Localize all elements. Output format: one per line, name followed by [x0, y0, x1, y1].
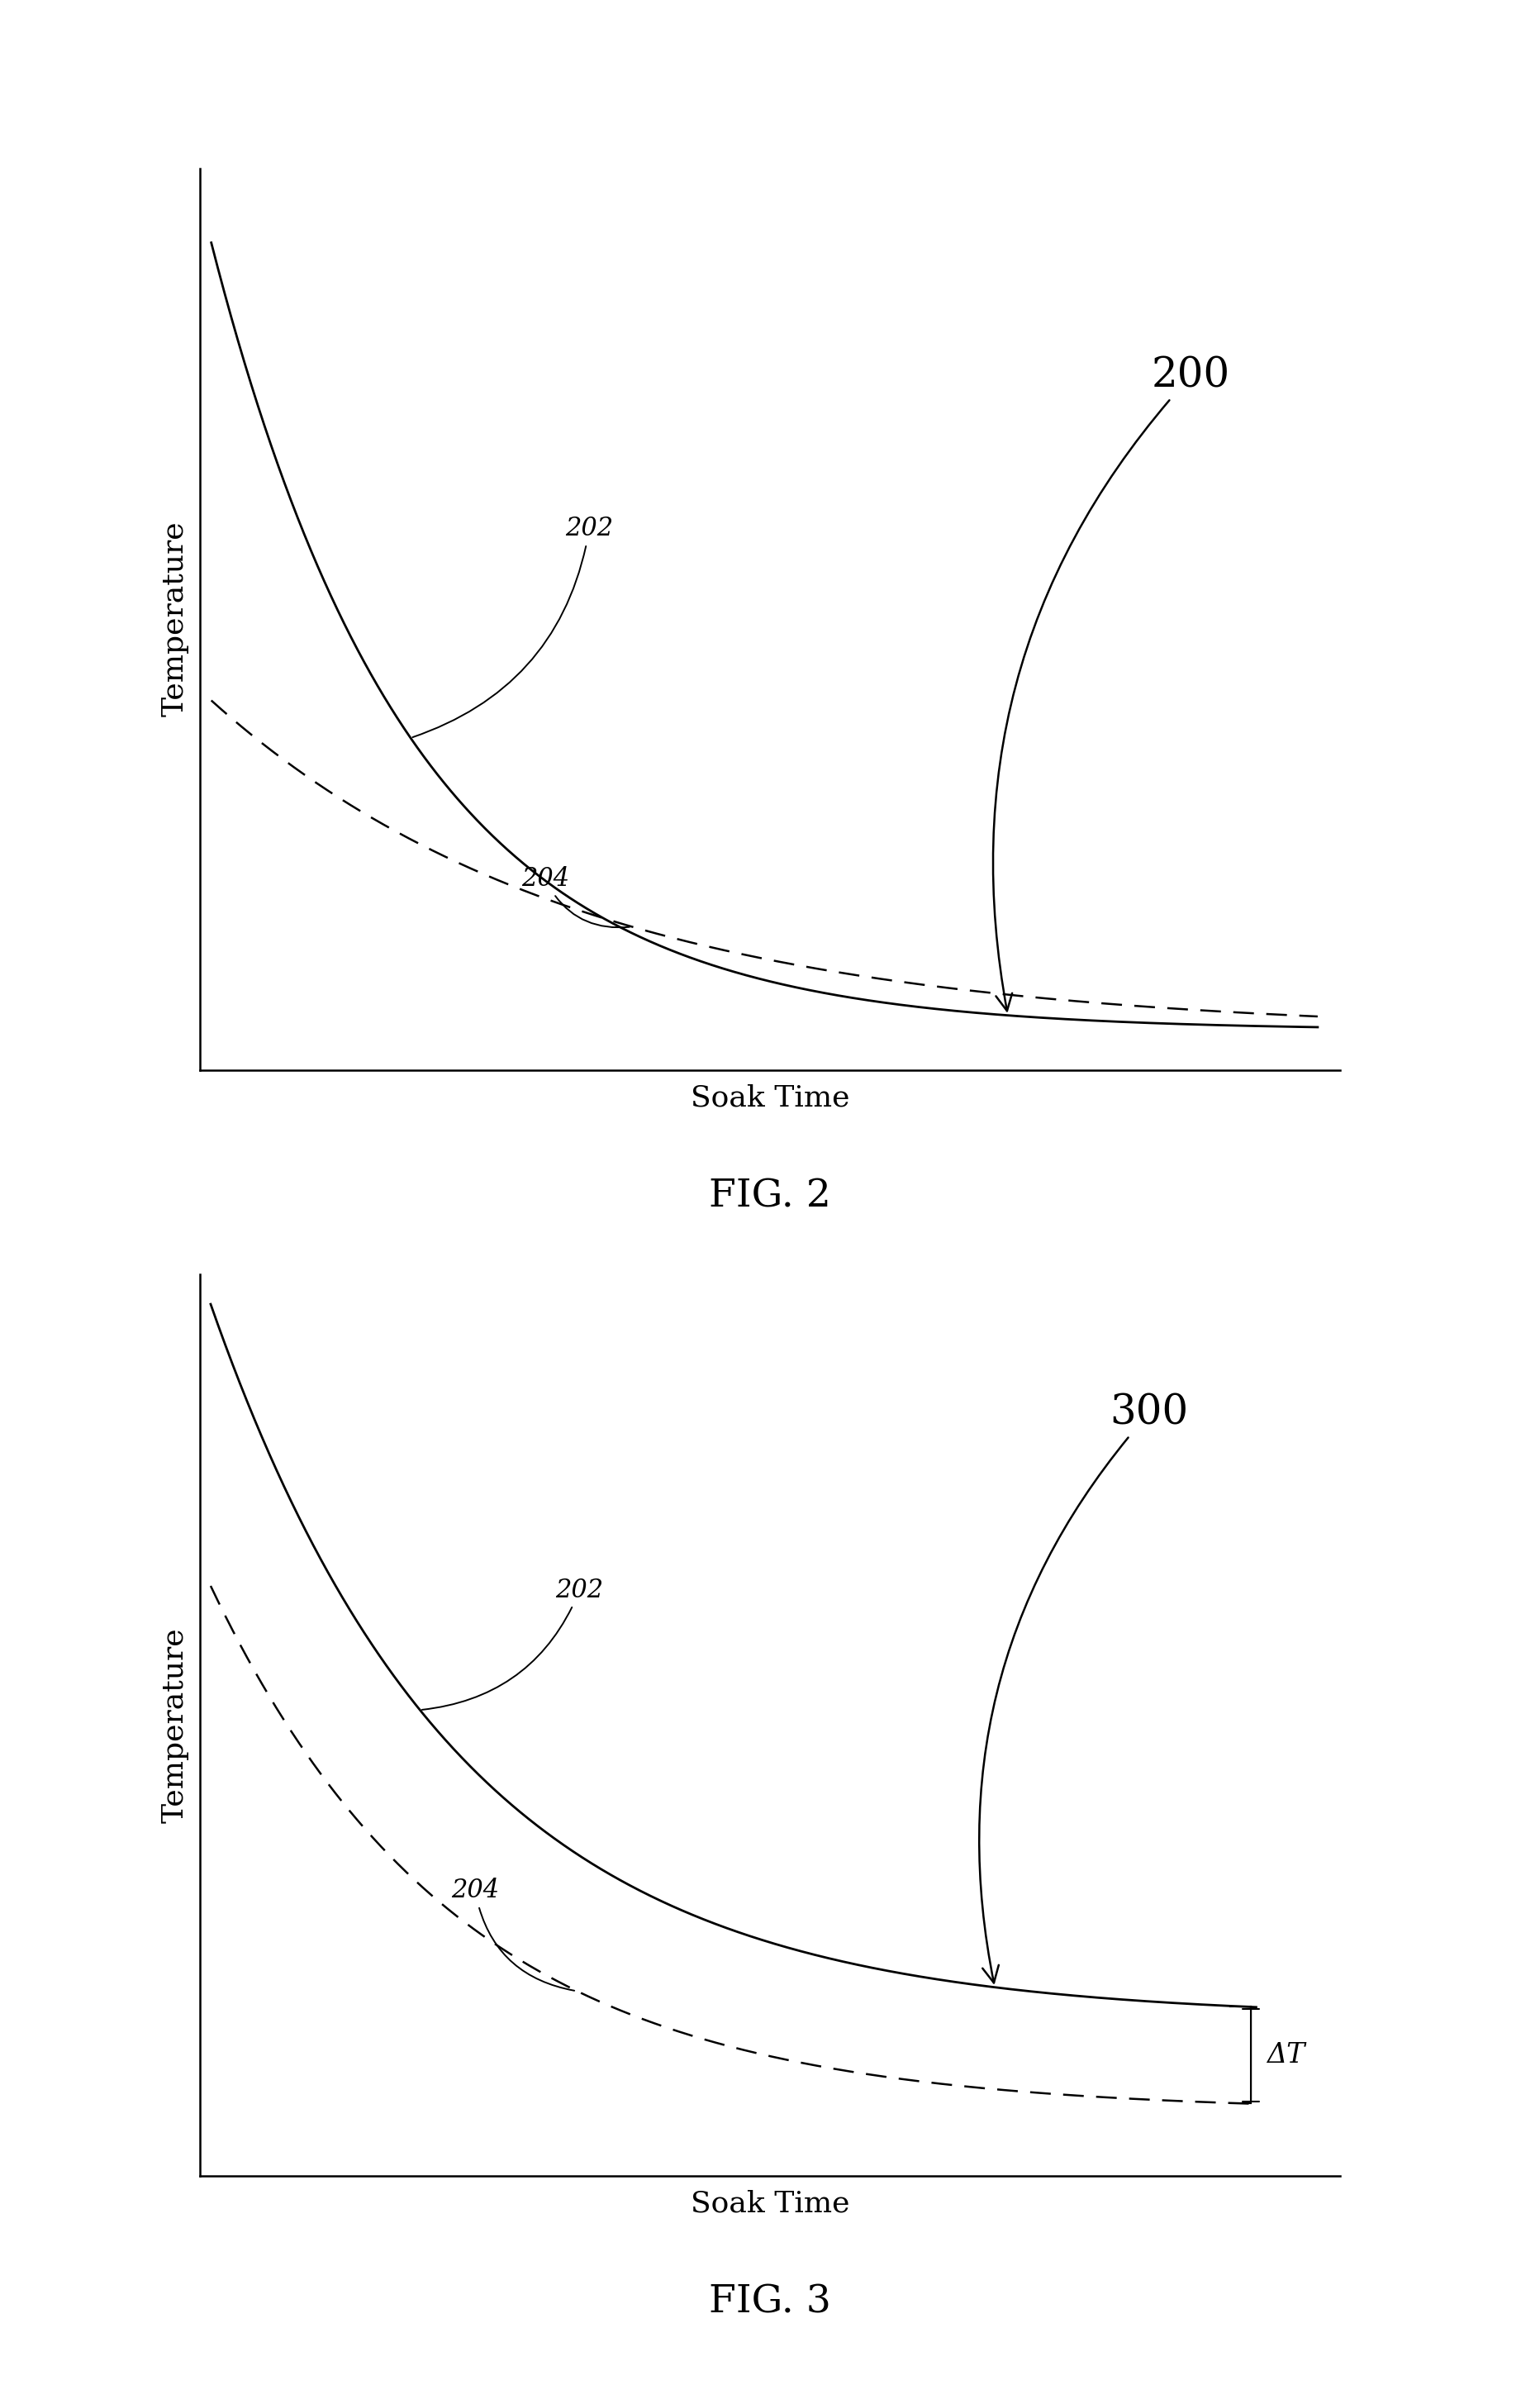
- Text: ΔT: ΔT: [1266, 2041, 1304, 2067]
- Text: FIG. 2: FIG. 2: [708, 1178, 832, 1216]
- Text: 202: 202: [422, 1577, 604, 1709]
- Text: 200: 200: [993, 356, 1230, 1012]
- Text: 204: 204: [521, 865, 630, 928]
- Text: 300: 300: [979, 1392, 1189, 1983]
- Text: FIG. 3: FIG. 3: [708, 2284, 832, 2322]
- Y-axis label: Temperature: Temperature: [160, 1628, 189, 1822]
- X-axis label: Soak Time: Soak Time: [690, 1084, 850, 1111]
- Text: 204: 204: [451, 1878, 574, 1991]
- Y-axis label: Temperature: Temperature: [160, 522, 189, 716]
- Text: 202: 202: [413, 517, 613, 738]
- X-axis label: Soak Time: Soak Time: [690, 2190, 850, 2216]
